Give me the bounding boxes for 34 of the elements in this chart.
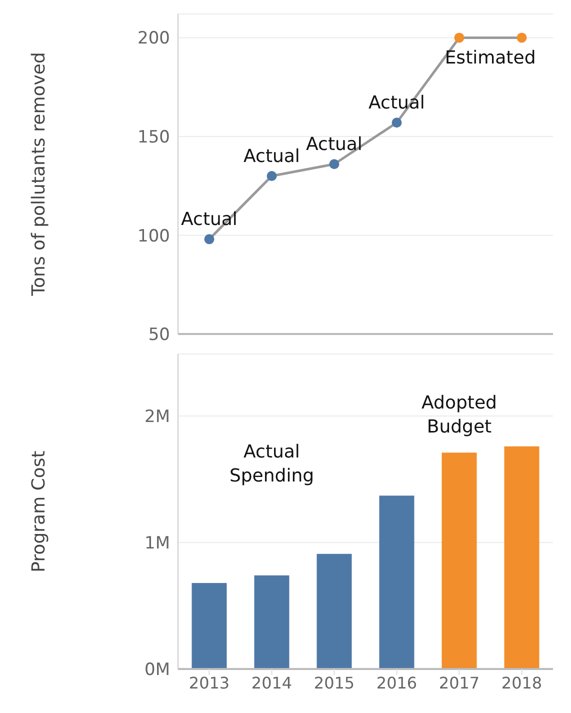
y-tick-label: 0M [144,660,170,680]
point [516,32,527,43]
bar [192,582,227,669]
point [266,170,277,181]
point [204,234,214,244]
annotation: Actual [306,134,362,156]
x-tick-label: 2016 [376,673,418,692]
annotation: Actual [244,146,300,167]
annotation: Actual Spending [229,442,314,487]
y-tick-label: 1M [144,534,170,554]
x-tick-label: 2017 [438,673,480,692]
bar [379,496,414,669]
y-tick-label: 100 [138,226,170,246]
y-axis-title: Tons of pollutants removed [28,52,50,297]
y-tick-label: 2M [144,407,170,428]
bar [254,575,290,669]
y-tick-label: 200 [138,28,170,49]
bar [504,446,540,669]
x-tick-label: 2013 [188,673,230,692]
y-axis-title: Program Cost [28,450,50,572]
y-tick-label: 150 [138,128,170,148]
point [454,32,464,43]
x-tick-label: 2018 [501,673,542,692]
bar [316,554,352,669]
x-tick-label: 2014 [251,673,292,692]
point [329,159,340,170]
point [392,118,402,128]
annotation: Estimated [444,48,536,69]
annotation: Actual [368,92,425,114]
x-tick-label: 2015 [314,673,355,692]
annotation: Adopted Budget [422,392,497,438]
bar [442,452,477,669]
y-tick-label: 50 [148,325,170,346]
annotation: Actual [181,209,238,230]
